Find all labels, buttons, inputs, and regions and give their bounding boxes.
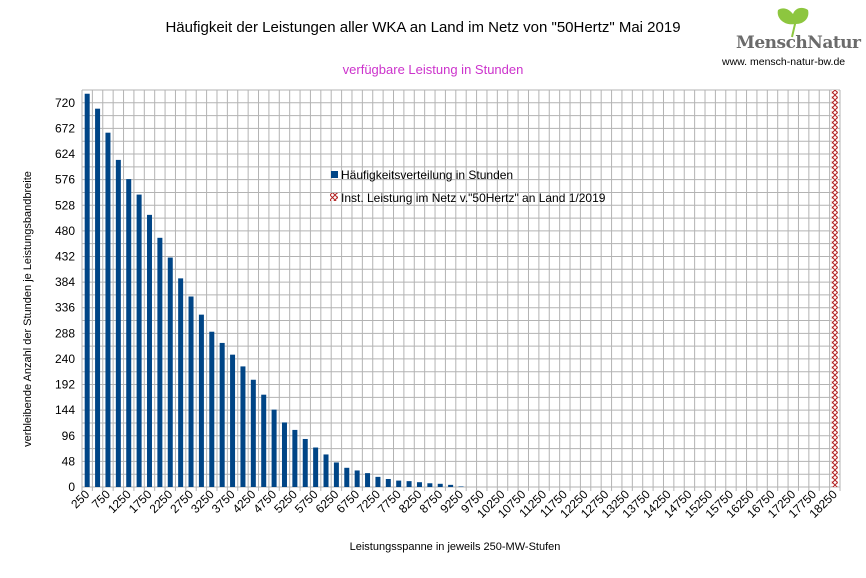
legend-label-installed: Inst. Leistung im Netz v."50Hertz" an La…	[341, 191, 606, 205]
bar	[302, 438, 308, 487]
ginkgo-leaf-icon	[777, 7, 809, 38]
bar	[416, 482, 422, 487]
logo-name: MenschNatur	[736, 33, 861, 53]
bar	[167, 257, 173, 487]
x-axis-label: Leistungsspanne in jeweils 250-MW-Stufen	[349, 541, 561, 553]
bar	[427, 483, 433, 487]
bar	[209, 331, 215, 487]
bar	[385, 478, 391, 487]
chart-subtitle: verfügbare Leistung in Stunden	[342, 62, 524, 77]
bar	[313, 447, 319, 487]
bar	[115, 159, 121, 487]
y-tick-label: 0	[68, 480, 75, 494]
y-tick-label: 336	[55, 301, 75, 315]
bar	[136, 194, 142, 487]
bar	[261, 394, 267, 487]
bar	[281, 422, 287, 487]
y-tick-label: 672	[55, 121, 75, 135]
bar	[292, 429, 298, 487]
bar	[188, 296, 194, 487]
y-tick-label: 192	[55, 378, 75, 392]
y-tick-label: 96	[62, 429, 76, 443]
y-tick-label: 720	[55, 96, 75, 110]
bar	[344, 467, 350, 487]
chart-title: Häufigkeit der Leistungen aller WKA an L…	[165, 19, 681, 36]
y-axis-label: verbleibende Anzahl der Stunden je Leist…	[22, 171, 34, 447]
bar	[250, 379, 256, 487]
legend-swatch-installed	[330, 193, 338, 201]
bar	[375, 476, 381, 487]
bar	[126, 179, 132, 487]
bar-installed-capacity	[831, 90, 838, 487]
bar	[84, 93, 90, 487]
y-tick-label: 240	[55, 352, 75, 366]
y-tick-label: 576	[55, 173, 75, 187]
bar	[146, 214, 152, 487]
bar	[230, 354, 236, 487]
bar	[437, 483, 443, 487]
y-tick-label: 624	[55, 147, 75, 161]
bar	[95, 108, 101, 487]
logo-url: www. mensch-natur-bw.de	[722, 56, 846, 68]
bar	[406, 481, 412, 487]
y-tick-label: 384	[55, 275, 75, 289]
bar	[157, 237, 163, 487]
bar	[365, 473, 371, 487]
legend-label-frequency: Häufigkeitsverteilung in Stunden	[341, 168, 513, 182]
y-tick-label: 432	[55, 249, 75, 263]
y-tick-label: 48	[62, 454, 76, 468]
y-tick-label: 480	[55, 224, 75, 238]
bar	[198, 314, 204, 487]
bar	[219, 342, 225, 487]
bar	[396, 480, 402, 487]
bar	[458, 486, 464, 487]
bar	[240, 366, 246, 487]
y-tick-label: 288	[55, 326, 75, 340]
bar	[448, 484, 454, 487]
y-tick-label: 528	[55, 198, 75, 212]
legend: Häufigkeitsverteilung in Stunden Inst. L…	[330, 168, 606, 205]
bar	[323, 454, 329, 487]
y-tick-label: 144	[55, 403, 75, 417]
logo: MenschNatur www. mensch-natur-bw.de	[722, 4, 862, 70]
bar	[105, 132, 111, 487]
legend-swatch-frequency	[331, 171, 338, 178]
bar	[354, 470, 360, 487]
bar	[271, 409, 277, 487]
bar	[178, 278, 184, 487]
bar	[333, 462, 339, 487]
